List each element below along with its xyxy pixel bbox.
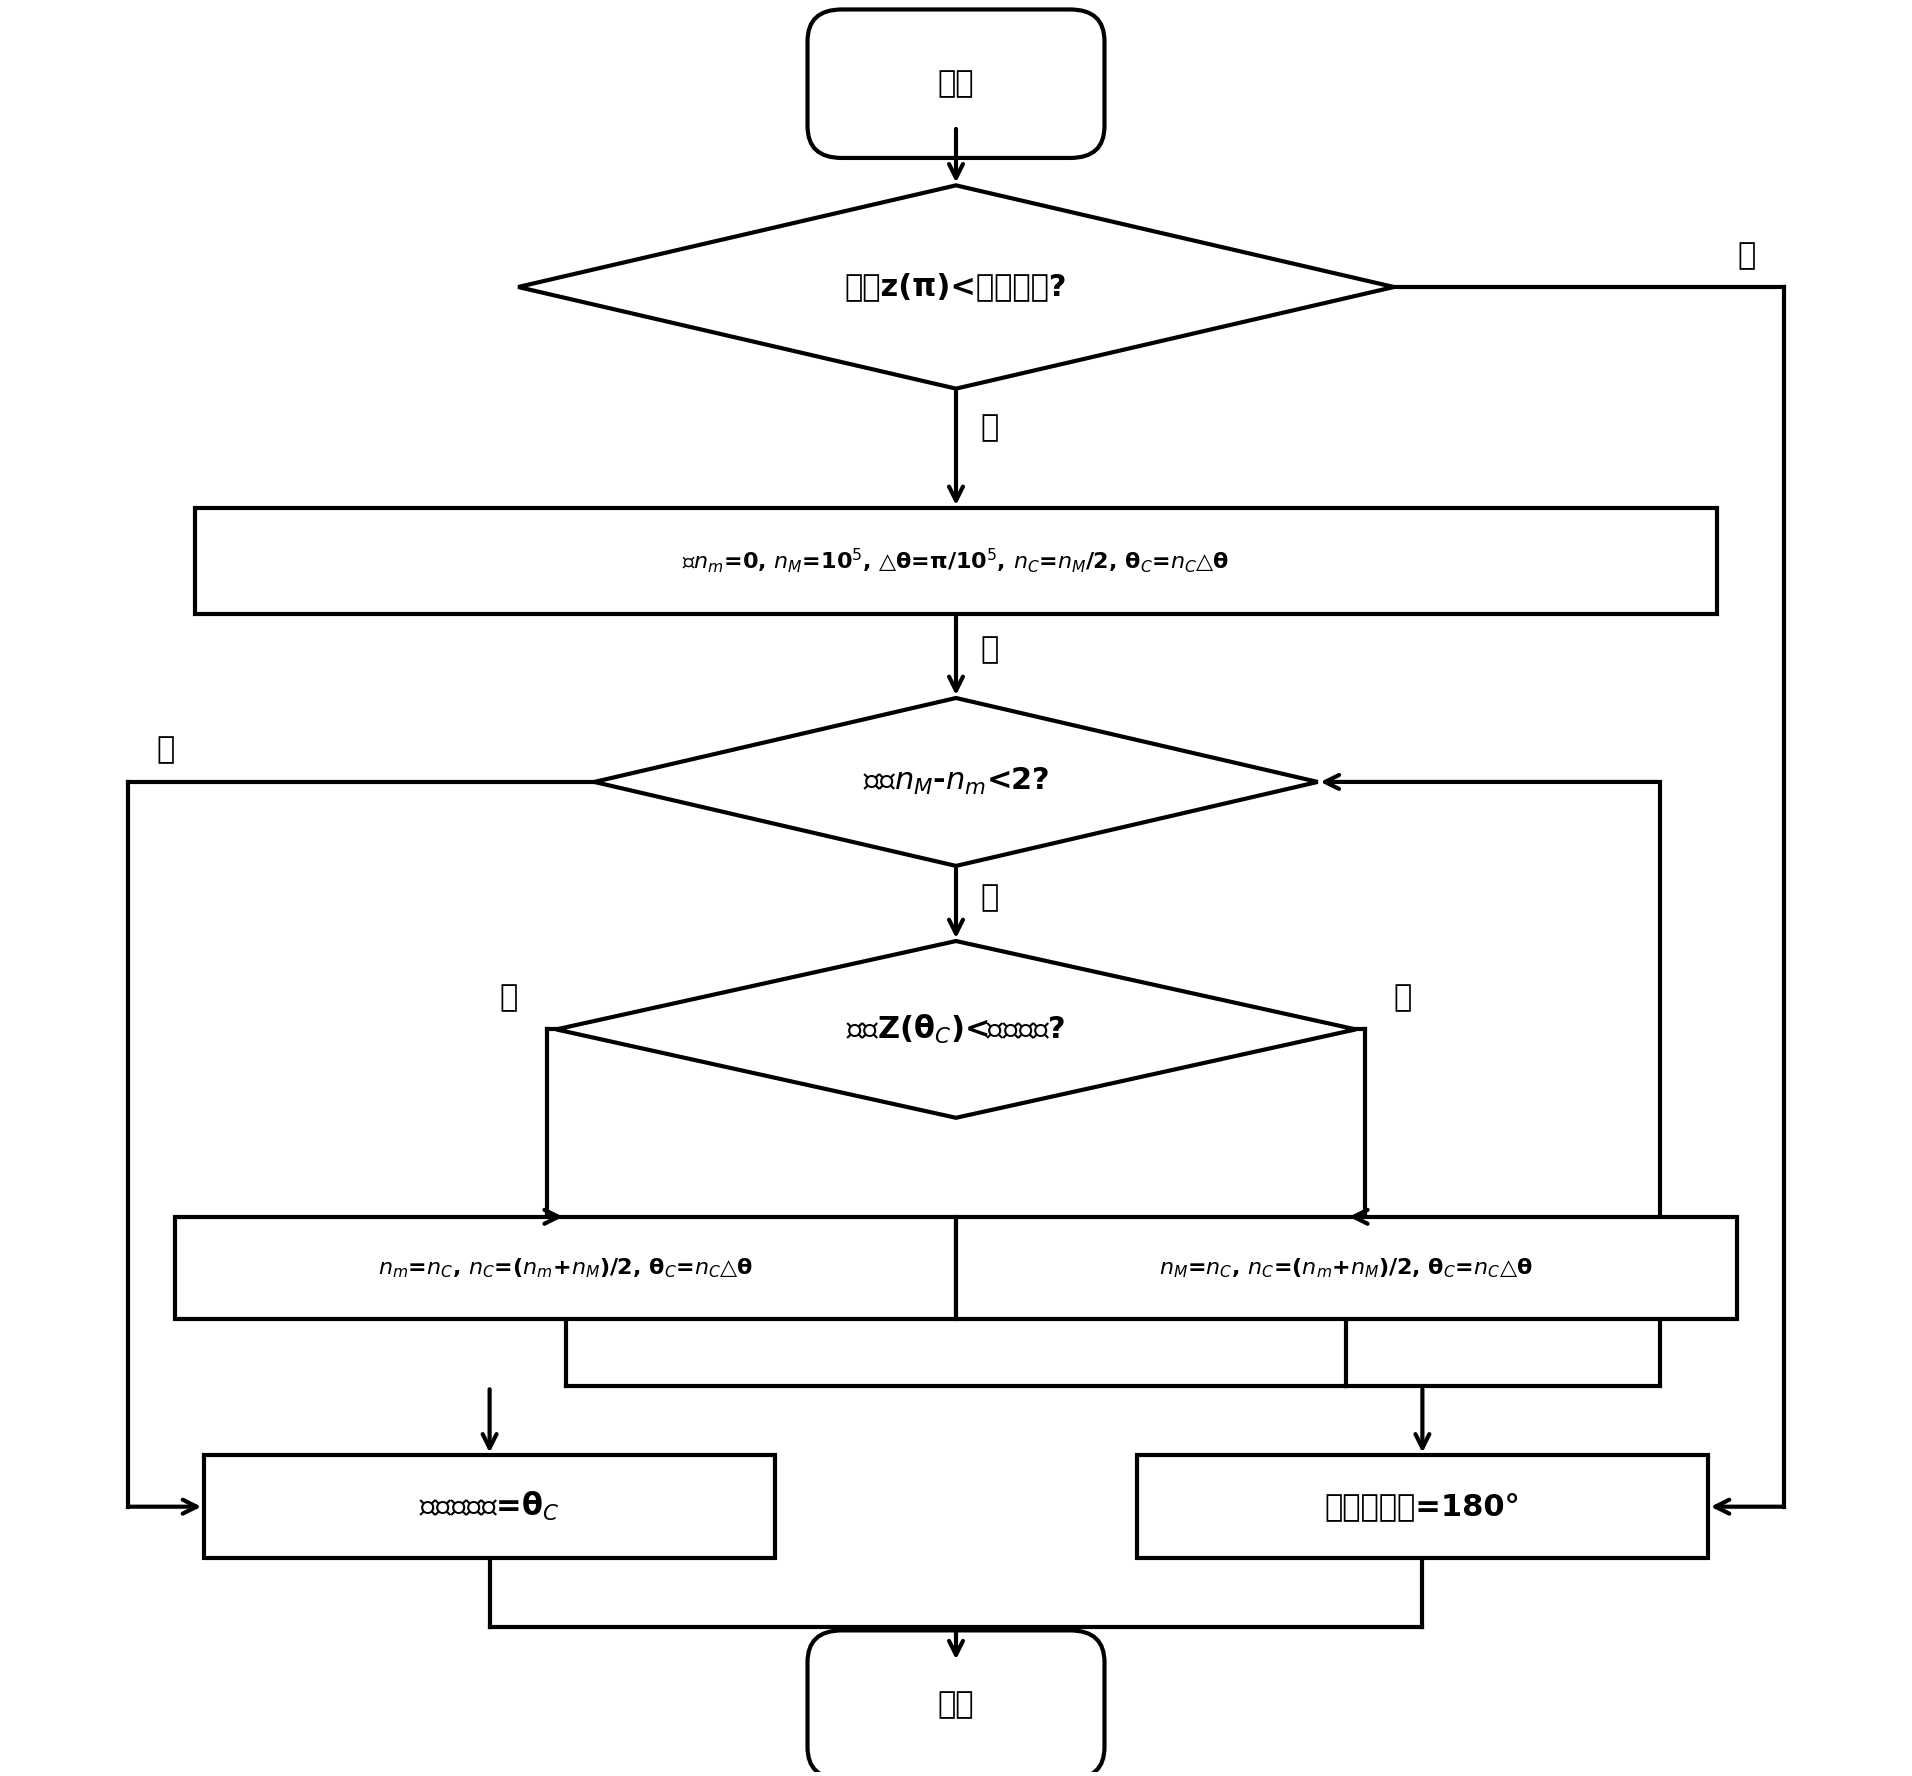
Polygon shape bbox=[518, 185, 1394, 389]
Text: 结束: 结束 bbox=[937, 1691, 975, 1719]
Text: 如果$n_{M}$-$n_{m}$<2?: 如果$n_{M}$-$n_{m}$<2? bbox=[862, 767, 1050, 797]
Text: 否: 否 bbox=[981, 883, 998, 913]
Text: $n_{M}$=$n_{C}$, $n_{C}$=($n_{m}$+$n_{M}$)/2, θ$_{C}$=$n_{C}$△θ: $n_{M}$=$n_{C}$, $n_{C}$=($n_{m}$+$n_{M}… bbox=[1159, 1256, 1533, 1280]
Polygon shape bbox=[556, 941, 1356, 1117]
FancyBboxPatch shape bbox=[807, 1630, 1105, 1776]
Text: 静态接触角=θ$_{C}$: 静态接触角=θ$_{C}$ bbox=[419, 1490, 560, 1524]
Bar bbox=[956, 1217, 1736, 1320]
Text: 开始: 开始 bbox=[937, 69, 975, 98]
Text: $n_{m}$=$n_{C}$, $n_{C}$=($n_{m}$+$n_{M}$)/2, θ$_{C}$=$n_{C}$△θ: $n_{m}$=$n_{C}$, $n_{C}$=($n_{m}$+$n_{M}… bbox=[379, 1256, 753, 1280]
Bar bbox=[1138, 1455, 1707, 1558]
Bar bbox=[205, 1455, 774, 1558]
Text: 是: 是 bbox=[1738, 242, 1755, 270]
Text: 静态接触角=180°: 静态接触角=180° bbox=[1325, 1492, 1520, 1522]
Text: 是: 是 bbox=[157, 735, 174, 765]
Polygon shape bbox=[595, 698, 1317, 867]
Bar bbox=[195, 508, 1717, 614]
Text: 否: 否 bbox=[981, 634, 998, 664]
FancyBboxPatch shape bbox=[807, 9, 1105, 158]
Text: 是: 是 bbox=[499, 984, 518, 1012]
Text: 如果Z(θ$_{C}$)<液滴高度?: 如果Z(θ$_{C}$)<液滴高度? bbox=[847, 1012, 1065, 1046]
Bar bbox=[176, 1217, 956, 1320]
Text: 如果z(π)<液滴高度?: 如果z(π)<液滴高度? bbox=[845, 272, 1067, 302]
Text: 否: 否 bbox=[1394, 984, 1413, 1012]
Text: 令$n_{m}$=0, $n_{M}$=10$^5$, △θ=π/10$^5$, $n_{C}$=$n_{M}$/2, θ$_{C}$=$n_{C}$△θ: 令$n_{m}$=0, $n_{M}$=10$^5$, △θ=π/10$^5$,… bbox=[683, 547, 1229, 575]
Text: 否: 否 bbox=[981, 414, 998, 442]
